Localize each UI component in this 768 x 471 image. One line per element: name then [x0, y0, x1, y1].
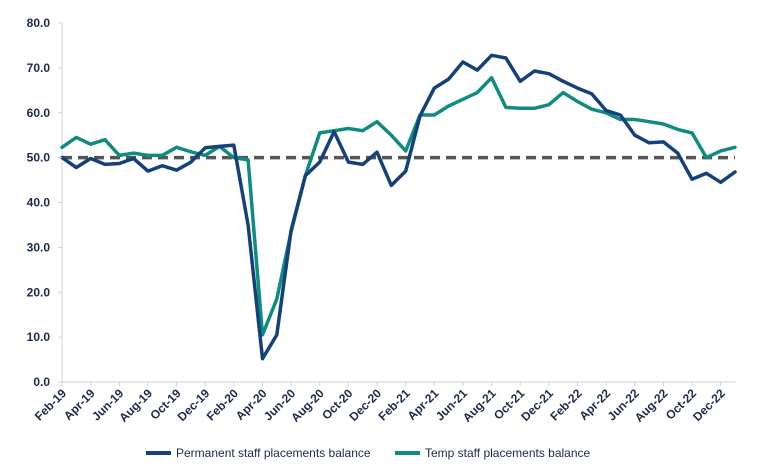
y-tick-label: 0.0	[33, 375, 50, 389]
y-tick-label: 50.0	[27, 151, 51, 165]
x-tick-label: Aug-21	[460, 386, 499, 425]
y-axis-ticks: 0.0 10.0 20.0 30.0 40.0 50.0 60.0 70.0 80.0	[27, 16, 62, 389]
legend: Permanent staff placements balance Temp s…	[146, 446, 591, 460]
series-line-temp	[60, 75, 737, 337]
y-tick-label: 60.0	[27, 106, 51, 120]
x-tick-label: Dec-19	[175, 386, 213, 424]
y-tick-label: 10.0	[27, 330, 51, 344]
y-tick-label: 40.0	[27, 196, 51, 210]
legend-item-temp-label: Temp staff placements balance	[425, 446, 591, 460]
x-tick-label: Feb-19	[32, 386, 69, 423]
x-tick-label: Dec-20	[346, 386, 384, 424]
axis-layer	[61, 23, 735, 383]
y-tick-label: 20.0	[27, 285, 51, 299]
x-tick-label: Feb-21	[376, 386, 413, 423]
series-line-permanent	[60, 53, 737, 361]
x-tick-label: Feb-20	[204, 386, 241, 423]
legend-item-permanent-label: Permanent staff placements balance	[176, 446, 371, 460]
x-axis-ticks: Feb-19Apr-19Jun-19Aug-19Oct-19Dec-19Feb-…	[32, 382, 728, 425]
x-tick-label: Aug-20	[288, 386, 327, 425]
y-tick-label: 30.0	[27, 240, 51, 254]
x-tick-label: Dec-21	[518, 386, 556, 424]
y-tick-label: 80.0	[27, 16, 51, 30]
x-tick-label: Aug-22	[632, 386, 671, 425]
series-layer	[60, 53, 737, 361]
y-tick-label: 70.0	[27, 61, 51, 75]
x-tick-label: Dec-22	[690, 386, 728, 424]
x-tick-label: Aug-19	[116, 386, 155, 425]
x-tick-label: Feb-22	[547, 386, 584, 423]
